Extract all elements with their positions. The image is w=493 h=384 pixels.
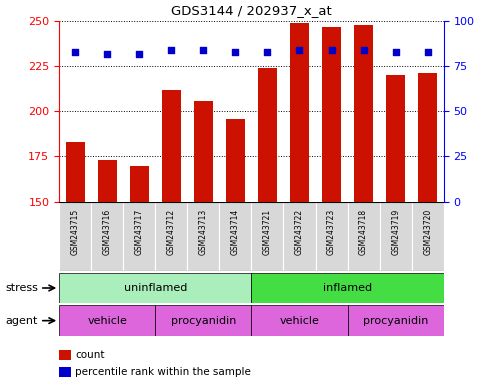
Bar bbox=[98, 160, 117, 202]
Point bbox=[295, 47, 303, 53]
Bar bbox=[283, 202, 316, 271]
Text: vehicle: vehicle bbox=[280, 316, 319, 326]
Bar bbox=[348, 202, 380, 271]
Text: GDS3144 / 202937_x_at: GDS3144 / 202937_x_at bbox=[171, 4, 332, 17]
Bar bbox=[194, 101, 213, 202]
Point bbox=[423, 49, 432, 55]
Point bbox=[71, 49, 79, 55]
Text: GSM243719: GSM243719 bbox=[391, 209, 400, 255]
Bar bbox=[251, 305, 348, 336]
Text: procyanidin: procyanidin bbox=[363, 316, 428, 326]
Bar bbox=[162, 90, 181, 202]
Bar bbox=[219, 202, 251, 271]
Point bbox=[231, 49, 239, 55]
Bar bbox=[187, 202, 219, 271]
Text: GSM243716: GSM243716 bbox=[103, 209, 112, 255]
Text: vehicle: vehicle bbox=[87, 316, 127, 326]
Bar bbox=[59, 202, 91, 271]
Bar bbox=[251, 273, 444, 303]
Text: GSM243722: GSM243722 bbox=[295, 209, 304, 255]
Text: GSM243723: GSM243723 bbox=[327, 209, 336, 255]
Bar bbox=[59, 273, 251, 303]
Bar bbox=[290, 23, 309, 202]
Bar bbox=[258, 68, 277, 202]
Bar bbox=[380, 202, 412, 271]
Text: GSM243713: GSM243713 bbox=[199, 209, 208, 255]
Bar bbox=[130, 166, 149, 202]
Point bbox=[103, 51, 111, 57]
Bar bbox=[322, 26, 341, 202]
Text: agent: agent bbox=[5, 316, 37, 326]
Bar bbox=[348, 305, 444, 336]
Point bbox=[391, 49, 399, 55]
Text: GSM243717: GSM243717 bbox=[135, 209, 144, 255]
Text: procyanidin: procyanidin bbox=[171, 316, 236, 326]
Text: stress: stress bbox=[5, 283, 38, 293]
Bar bbox=[226, 119, 245, 202]
Bar bbox=[251, 202, 283, 271]
Point bbox=[135, 51, 143, 57]
Text: GSM243720: GSM243720 bbox=[423, 209, 432, 255]
Bar bbox=[386, 75, 405, 202]
Bar bbox=[155, 305, 251, 336]
Point bbox=[199, 47, 207, 53]
Text: GSM243714: GSM243714 bbox=[231, 209, 240, 255]
Point bbox=[263, 49, 271, 55]
Text: percentile rank within the sample: percentile rank within the sample bbox=[75, 367, 251, 377]
Text: GSM243715: GSM243715 bbox=[70, 209, 80, 255]
Point bbox=[359, 47, 367, 53]
Bar bbox=[354, 25, 373, 202]
Point bbox=[327, 47, 335, 53]
Text: inflamed: inflamed bbox=[323, 283, 372, 293]
Text: uninflamed: uninflamed bbox=[124, 283, 187, 293]
Bar bbox=[155, 202, 187, 271]
Text: GSM243712: GSM243712 bbox=[167, 209, 176, 255]
Point bbox=[167, 47, 176, 53]
Bar bbox=[66, 142, 85, 202]
Bar bbox=[123, 202, 155, 271]
Bar bbox=[418, 73, 437, 202]
Bar bbox=[91, 202, 123, 271]
Text: GSM243718: GSM243718 bbox=[359, 209, 368, 255]
Bar bbox=[316, 202, 348, 271]
Text: count: count bbox=[75, 350, 105, 360]
Text: GSM243721: GSM243721 bbox=[263, 209, 272, 255]
Bar bbox=[59, 305, 155, 336]
Bar bbox=[412, 202, 444, 271]
